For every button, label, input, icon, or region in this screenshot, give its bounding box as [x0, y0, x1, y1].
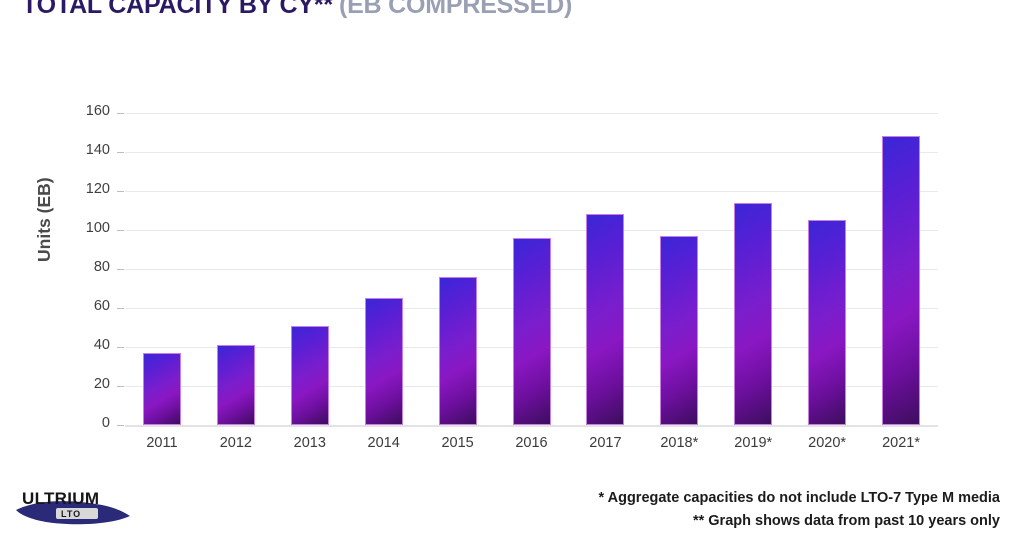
y-tick-label: 120: [85, 181, 110, 197]
gridline: [125, 229, 938, 231]
logo-icon: ULTRIUM LTO: [16, 489, 130, 525]
x-tick-label: 2019*: [734, 435, 773, 451]
page-title: TOTAL CAPACITY BY CY** (EB COMPRESSED): [22, 0, 572, 20]
y-tick-mark: [117, 151, 124, 153]
y-tick-label: 40: [93, 337, 110, 353]
y-tick-mark: [117, 190, 124, 192]
y-tick-label: 60: [93, 298, 110, 314]
y-tick-mark: [117, 346, 124, 348]
bar-chart: Units (EB) 0 20 40 60 80 100 120 140 160 2011 201…: [34, 103, 938, 451]
bar-2020-est: [808, 220, 847, 425]
gridline: [125, 424, 938, 427]
x-tick-label: 2018*: [660, 435, 699, 451]
y-tick-label: 0: [101, 415, 110, 431]
bar-2011: [142, 352, 181, 425]
y-tick-label: 160: [85, 103, 110, 119]
x-tick-label: 2016: [515, 435, 548, 451]
x-tick-label: 2017: [589, 435, 622, 451]
gridline: [125, 112, 938, 114]
ultrium-lto-logo: ULTRIUM LTO: [14, 484, 132, 532]
bar-2017: [586, 214, 625, 425]
footnote-line-2: ** Graph shows data from past 10 years o…: [692, 512, 1000, 529]
bar-2021-est: [882, 136, 921, 425]
x-tick-label: 2020*: [808, 435, 847, 451]
x-tick-label: 2013: [293, 435, 326, 451]
y-tick-mark: [117, 229, 124, 231]
y-tick-label: 140: [85, 142, 110, 158]
y-tick-label: 100: [85, 220, 110, 236]
gridline: [125, 190, 938, 192]
y-tick-label: 20: [93, 376, 110, 392]
x-tick-label: 2012: [219, 435, 252, 451]
x-tick-label: 2015: [441, 435, 474, 451]
y-tick-mark: [117, 268, 124, 270]
y-tick-mark: [117, 112, 124, 114]
bar-2019-est: [734, 202, 773, 425]
plot-area: [125, 112, 938, 427]
bar-2016: [512, 237, 551, 425]
y-tick-mark: [117, 424, 124, 426]
x-tick-label: 2014: [367, 435, 400, 451]
y-tick-mark: [117, 307, 124, 309]
bar-2014: [364, 298, 403, 425]
bar-2013: [290, 325, 329, 425]
x-tick-label: 2011: [146, 435, 178, 451]
footnote-line-1: * Aggregate capacities do not include LT…: [598, 490, 1000, 507]
y-tick-label: 80: [93, 259, 110, 275]
x-tick-label: 2021*: [882, 435, 920, 451]
logo-brand-text: ULTRIUM: [22, 489, 99, 508]
bar-2015: [438, 276, 477, 425]
gridline: [125, 151, 938, 153]
bar-2018-est: [660, 235, 699, 425]
y-axis-label: Units (EB): [34, 177, 54, 262]
page-title-main: TOTAL CAPACITY BY CY**: [22, 0, 333, 19]
bar-2012: [216, 345, 255, 425]
y-tick-mark: [117, 385, 124, 387]
page-title-subtitle: (EB COMPRESSED): [338, 0, 573, 19]
logo-sub-text: LTO: [61, 509, 81, 519]
footnotes: * Aggregate capacities do not include LT…: [598, 487, 1000, 532]
